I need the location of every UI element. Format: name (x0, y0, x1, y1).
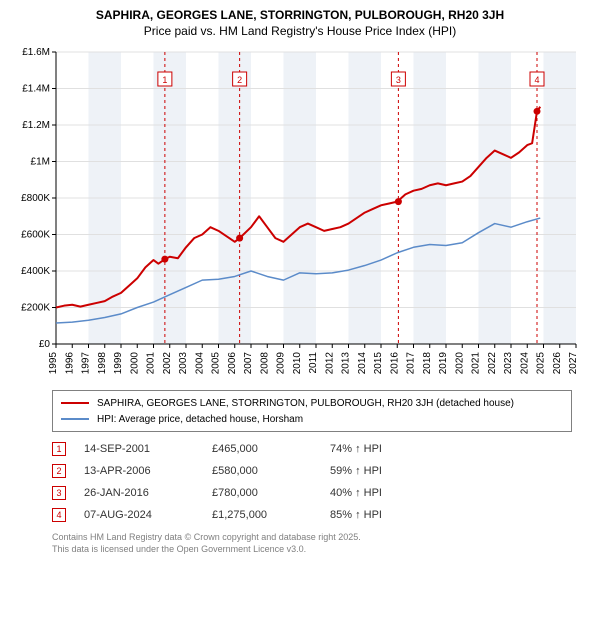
svg-text:£0: £0 (39, 339, 51, 350)
svg-text:£1.4M: £1.4M (22, 84, 50, 95)
sale-marker-2: 2 (52, 464, 66, 478)
svg-text:2017: 2017 (406, 352, 417, 375)
svg-text:4: 4 (534, 75, 539, 85)
svg-text:1996: 1996 (64, 352, 75, 375)
footnote-line1: Contains HM Land Registry data © Crown c… (52, 532, 588, 544)
footnote: Contains HM Land Registry data © Crown c… (52, 532, 588, 555)
sale-row-4: 4 07-AUG-2024 £1,275,000 85% ↑ HPI (52, 504, 588, 526)
sale-date-1: 14-SEP-2001 (84, 443, 194, 455)
svg-text:2003: 2003 (178, 352, 189, 375)
svg-text:£600K: £600K (21, 230, 50, 241)
svg-text:2006: 2006 (227, 352, 238, 375)
svg-text:2002: 2002 (162, 352, 173, 375)
svg-text:2004: 2004 (194, 352, 205, 375)
svg-text:£200K: £200K (21, 303, 50, 314)
chart-area: £0 £200K £400K £600K £800K £1M £1.2M £1.4M £1.6M… (12, 44, 588, 384)
svg-text:£800K: £800K (21, 193, 50, 204)
svg-text:£1.2M: £1.2M (22, 120, 50, 131)
sale-price-1: £465,000 (212, 443, 312, 455)
footnote-line2: This data is licensed under the Open Gov… (52, 544, 588, 556)
svg-text:2019: 2019 (438, 352, 449, 375)
sale-hpi-1: 74% ↑ HPI (330, 443, 450, 455)
sale-price-4: £1,275,000 (212, 509, 312, 521)
svg-text:1997: 1997 (81, 352, 92, 375)
sale-row-2: 2 13-APR-2006 £580,000 59% ↑ HPI (52, 460, 588, 482)
sales-table: 1 14-SEP-2001 £465,000 74% ↑ HPI 2 13-AP… (52, 438, 588, 526)
sale-price-3: £780,000 (212, 487, 312, 499)
svg-text:2014: 2014 (357, 352, 368, 375)
title-main: SAPHIRA, GEORGES LANE, STORRINGTON, PULB… (12, 8, 588, 22)
sale-marker-3: 3 (52, 486, 66, 500)
svg-text:1999: 1999 (113, 352, 124, 375)
svg-text:£400K: £400K (21, 266, 50, 277)
title-block: SAPHIRA, GEORGES LANE, STORRINGTON, PULB… (12, 8, 588, 38)
svg-text:2016: 2016 (389, 352, 400, 375)
svg-text:2010: 2010 (292, 352, 303, 375)
legend-row-1: SAPHIRA, GEORGES LANE, STORRINGTON, PULB… (61, 395, 563, 411)
svg-text:2026: 2026 (552, 352, 563, 375)
svg-text:£1.6M: £1.6M (22, 47, 50, 58)
svg-text:2007: 2007 (243, 352, 254, 375)
sale-row-3: 3 26-JAN-2016 £780,000 40% ↑ HPI (52, 482, 588, 504)
sale-date-2: 13-APR-2006 (84, 465, 194, 477)
svg-text:3: 3 (396, 75, 401, 85)
svg-text:1995: 1995 (48, 352, 59, 375)
svg-text:2008: 2008 (259, 352, 270, 375)
svg-text:£1M: £1M (31, 157, 50, 168)
svg-text:2027: 2027 (568, 352, 579, 375)
legend-label-hpi: HPI: Average price, detached house, Hors… (97, 414, 303, 425)
legend-swatch-hpi (61, 418, 89, 420)
sale-date-4: 07-AUG-2024 (84, 509, 194, 521)
svg-text:2012: 2012 (324, 352, 335, 375)
svg-text:2022: 2022 (487, 352, 498, 375)
chart-container: SAPHIRA, GEORGES LANE, STORRINGTON, PULB… (0, 0, 600, 559)
svg-text:2018: 2018 (422, 352, 433, 375)
svg-text:2020: 2020 (454, 352, 465, 375)
sale-hpi-2: 59% ↑ HPI (330, 465, 450, 477)
svg-text:2023: 2023 (503, 352, 514, 375)
svg-text:2005: 2005 (211, 352, 222, 375)
svg-text:2015: 2015 (373, 352, 384, 375)
svg-text:2013: 2013 (341, 352, 352, 375)
svg-text:2001: 2001 (146, 352, 157, 375)
sale-price-2: £580,000 (212, 465, 312, 477)
title-sub: Price paid vs. HM Land Registry's House … (12, 24, 588, 38)
svg-text:2024: 2024 (519, 352, 530, 375)
sale-row-1: 1 14-SEP-2001 £465,000 74% ↑ HPI (52, 438, 588, 460)
legend-row-2: HPI: Average price, detached house, Hors… (61, 411, 563, 427)
svg-text:2000: 2000 (129, 352, 140, 375)
sale-hpi-4: 85% ↑ HPI (330, 509, 450, 521)
svg-text:2009: 2009 (276, 352, 287, 375)
svg-text:2: 2 (237, 75, 242, 85)
sale-hpi-3: 40% ↑ HPI (330, 487, 450, 499)
chart-svg: £0 £200K £400K £600K £800K £1M £1.2M £1.4M £1.6M… (12, 44, 588, 384)
legend-label-price: SAPHIRA, GEORGES LANE, STORRINGTON, PULB… (97, 398, 514, 409)
legend-box: SAPHIRA, GEORGES LANE, STORRINGTON, PULB… (52, 390, 572, 432)
sale-marker-4: 4 (52, 508, 66, 522)
svg-text:2025: 2025 (536, 352, 547, 375)
svg-text:1: 1 (162, 75, 167, 85)
svg-text:1998: 1998 (97, 352, 108, 375)
svg-text:2011: 2011 (308, 352, 319, 374)
svg-text:2021: 2021 (471, 352, 482, 375)
sale-marker-1: 1 (52, 442, 66, 456)
legend-swatch-price (61, 402, 89, 404)
sale-date-3: 26-JAN-2016 (84, 487, 194, 499)
